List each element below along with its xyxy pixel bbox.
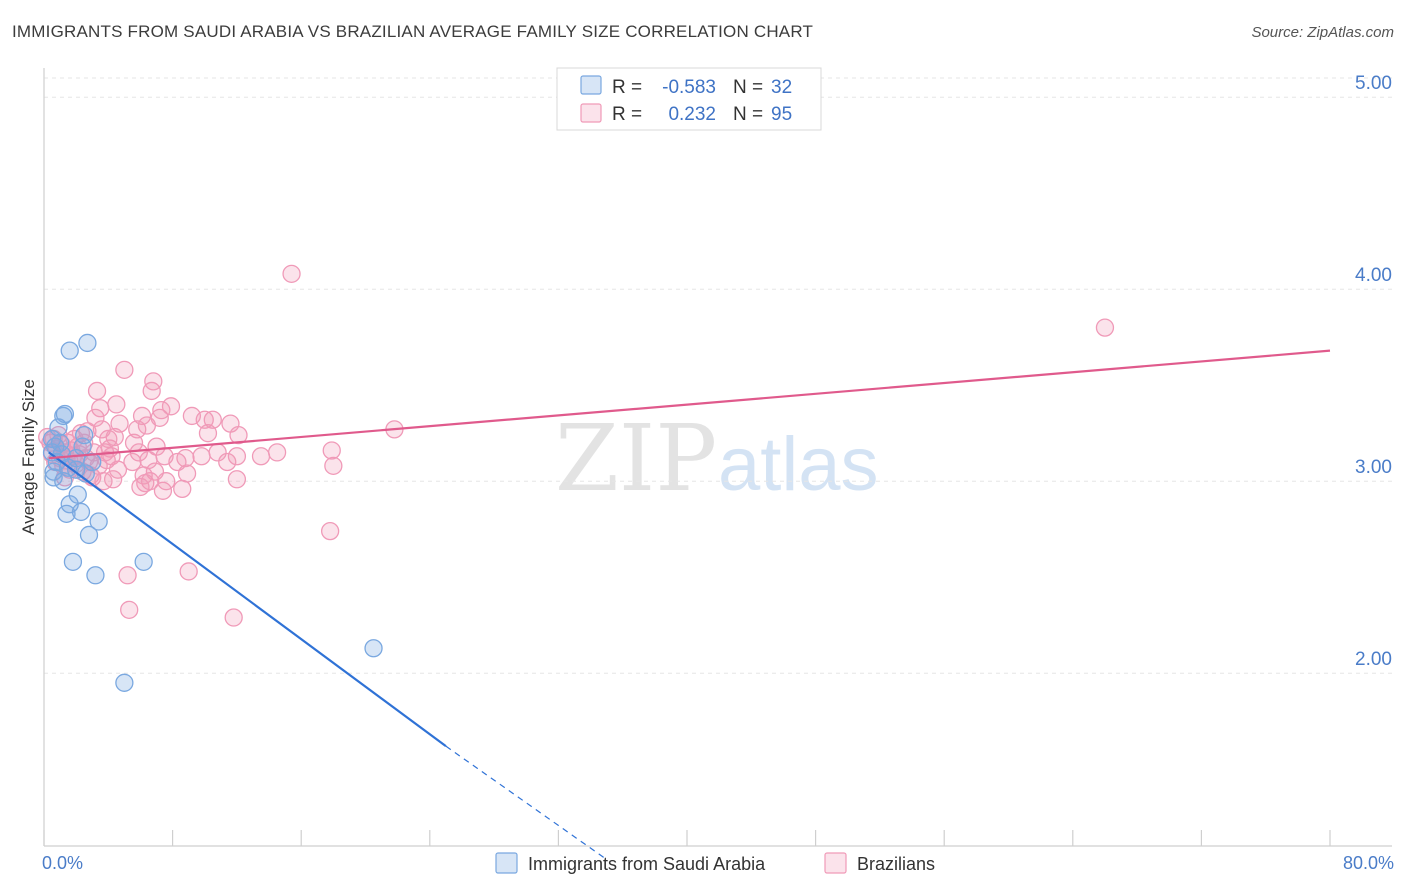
data-point [115,360,134,379]
legend-n-value: 95 [771,104,792,125]
bottom-legend-swatch-brazilians [824,852,847,874]
data-point [227,470,247,489]
legend-r-label: R = [612,104,642,125]
data-point [161,397,181,416]
data-point [150,408,169,427]
data-point [324,456,343,475]
data-point [251,447,271,466]
data-point [110,414,129,433]
data-point [192,447,211,466]
legend-swatch-brazilians [580,103,602,123]
trend-line [48,349,1331,460]
data-point [123,452,142,472]
legend-n-value: 32 [771,77,792,98]
data-point [227,447,247,466]
data-point [44,468,63,487]
data-point [229,425,248,445]
data-point [203,410,222,429]
data-point [144,372,163,391]
data-point [50,433,70,452]
data-point [86,566,105,585]
data-point [54,472,73,491]
y-tick-label: 4.00 [1355,265,1392,286]
data-point [60,341,79,360]
data-point [179,562,198,581]
data-point [78,333,97,353]
y-axis-label: Average Family Size [19,379,38,535]
legend-n-label: N = [733,77,763,98]
legend-swatch-saudi-arabia [580,75,602,95]
data-point [67,460,86,479]
data-point [44,462,63,481]
data-point [157,472,176,491]
data-point [322,441,341,460]
x-tick-label-min: 0.0% [42,853,83,873]
legend-n-label: N = [733,104,763,125]
legend-r-label: R = [612,77,642,98]
data-point [79,525,99,545]
y-tick-label: 5.00 [1355,73,1392,94]
y-tick-label: 2.00 [1355,649,1392,670]
data-point [267,443,287,462]
source-label: Source: ZipAtlas.com [1251,24,1394,41]
data-point [87,381,107,401]
watermark-zip: ZIP [555,405,717,512]
gridlines [44,77,1392,674]
data-point [118,566,137,585]
y-tick-label: 3.00 [1355,457,1392,478]
data-point [224,608,243,627]
data-point [364,639,383,658]
trend-line-extrapolated [445,745,607,860]
data-point [132,406,152,426]
data-point [57,504,76,523]
data-point [218,452,237,472]
data-point [168,452,187,472]
data-point [105,427,124,447]
data-point [139,450,158,470]
data-point [282,264,301,283]
data-point [103,470,123,489]
x-ticks [43,830,1331,846]
data-point [115,673,134,692]
data-point [320,521,340,541]
data-point [86,408,105,427]
data-point [140,472,160,491]
data-point [75,425,94,445]
bottom-legend-swatch-saudi-arabia [495,852,518,874]
y-tick-labels: 2.00 3.00 4.00 5.00 [1355,73,1392,670]
data-point [153,481,173,500]
data-point [91,399,110,418]
correlation-legend: R = -0.583 N = 32 R = 0.232 N = 95 [556,67,822,131]
trend-line [48,451,447,748]
bottom-legend-label-saudi-arabia: Immigrants from Saudi Arabia [528,854,766,874]
data-point [108,460,128,479]
data-point [198,424,218,443]
data-point [152,401,171,420]
data-point [120,600,139,619]
x-tick-label-max: 80.0% [1343,853,1394,873]
legend-r-value: 0.232 [668,104,716,125]
watermark-atlas: atlas [718,422,879,507]
data-point [89,512,108,531]
data-point [134,552,153,571]
watermark: ZIP atlas [555,405,879,512]
data-point [1095,318,1115,337]
trend-lines [48,349,1331,860]
data-point [63,552,83,571]
series-saudi-arabia [42,333,383,692]
data-point [49,418,68,437]
data-point [107,395,126,414]
data-point [68,485,87,504]
chart-title: IMMIGRANTS FROM SAUDI ARABIA VS BRAZILIA… [12,22,814,41]
bottom-legend-label-brazilians: Brazilians [857,854,935,874]
data-point [173,479,192,499]
series-legend: Immigrants from Saudi Arabia Brazilians [495,852,935,874]
data-point [128,420,147,439]
data-point [71,424,91,443]
legend-r-value: -0.583 [662,77,716,98]
data-point [71,502,91,522]
data-point [54,406,73,426]
